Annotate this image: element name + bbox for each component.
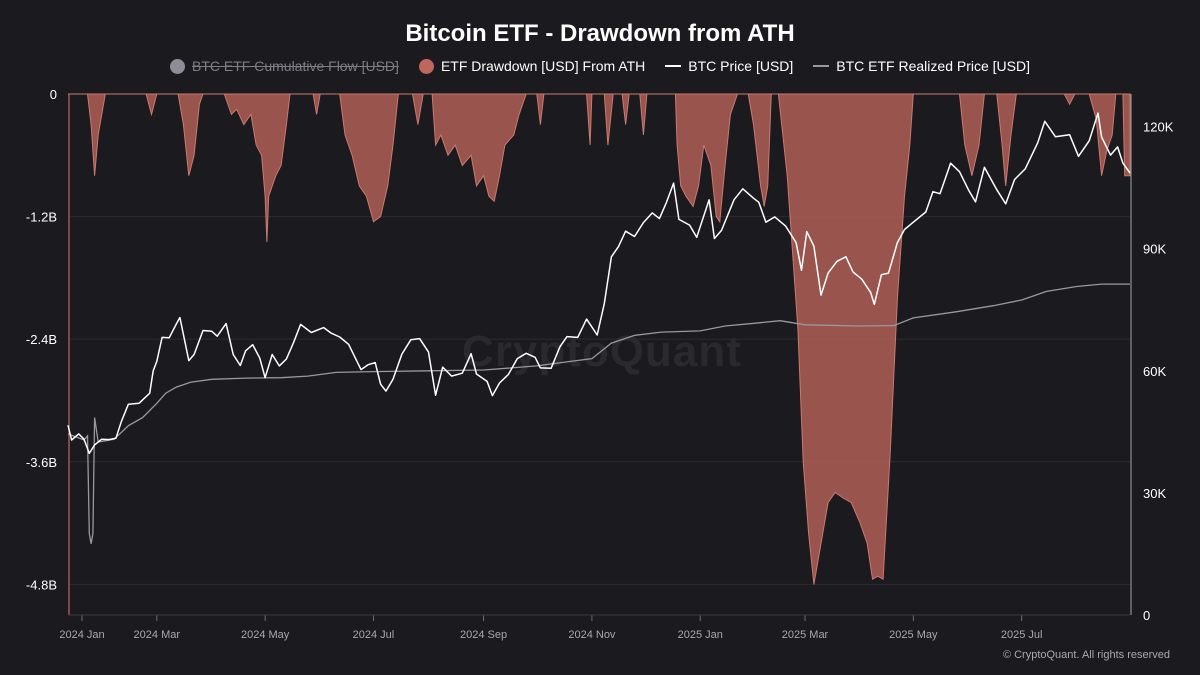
- x-tick-label: 2024 May: [241, 629, 290, 641]
- y-left-tick-label: -3.6B: [26, 455, 57, 470]
- y-right-tick-label: 120K: [1143, 120, 1174, 135]
- chart-title: Bitcoin ETF - Drawdown from ATH: [405, 20, 795, 47]
- copyright-text: © CryptoQuant. All rights reserved: [1002, 649, 1170, 661]
- x-tick-label: 2024 Jan: [59, 629, 104, 641]
- y-right-tick-label: 90K: [1143, 242, 1166, 257]
- btc-price-line: [67, 112, 1131, 455]
- legend-item-etf-cumulative-flow[interactable]: BTC ETF Cumulative Flow [USD]: [170, 58, 399, 74]
- x-tick-label: 2025 Mar: [782, 629, 829, 641]
- legend-label-etf-realized-price: BTC ETF Realized Price [USD]: [836, 58, 1030, 74]
- legend-swatch-etf-realized-price: [813, 65, 830, 67]
- y-left-tick-label: -4.8B: [26, 577, 57, 592]
- y-right-tick-label: 60K: [1143, 364, 1166, 379]
- etf-drawdown-area: [68, 93, 1131, 585]
- legend-swatch-etf-drawdown: [418, 58, 434, 74]
- x-tick-label: 2025 Jul: [1001, 629, 1043, 641]
- y-right-tick-label: 0: [1143, 608, 1150, 623]
- x-tick-label: 2025 May: [889, 629, 938, 641]
- legend-swatch-btc-price: [665, 65, 682, 67]
- legend-item-btc-price[interactable]: BTC Price [USD]: [665, 58, 793, 74]
- y-right-tick-label: 30K: [1143, 486, 1166, 501]
- chart-legend: BTC ETF Cumulative Flow [USD] ETF Drawdo…: [0, 58, 1200, 74]
- x-tick-label: 2025 Jan: [678, 629, 723, 641]
- legend-label-etf-cumulative-flow: BTC ETF Cumulative Flow [USD]: [192, 58, 399, 74]
- legend-swatch-etf-cumulative-flow: [170, 58, 185, 74]
- x-tick-label: 2024 Sep: [460, 629, 507, 641]
- y-left-tick-label: 0: [50, 87, 57, 102]
- y-left-tick-label: -1.2B: [26, 210, 57, 225]
- legend-item-etf-realized-price[interactable]: BTC ETF Realized Price [USD]: [813, 58, 1030, 74]
- etf-realized-price-line: [67, 283, 1130, 544]
- x-tick-label: 2024 Nov: [568, 629, 616, 641]
- legend-item-etf-drawdown[interactable]: ETF Drawdown [USD] From ATH: [418, 58, 646, 74]
- legend-label-btc-price: BTC Price [USD]: [688, 58, 794, 74]
- legend-label-etf-drawdown: ETF Drawdown [USD] From ATH: [440, 58, 646, 74]
- y-left-tick-label: -2.4B: [26, 332, 57, 347]
- x-tick-label: 2024 Mar: [134, 629, 181, 641]
- x-tick-label: 2024 Jul: [353, 629, 395, 641]
